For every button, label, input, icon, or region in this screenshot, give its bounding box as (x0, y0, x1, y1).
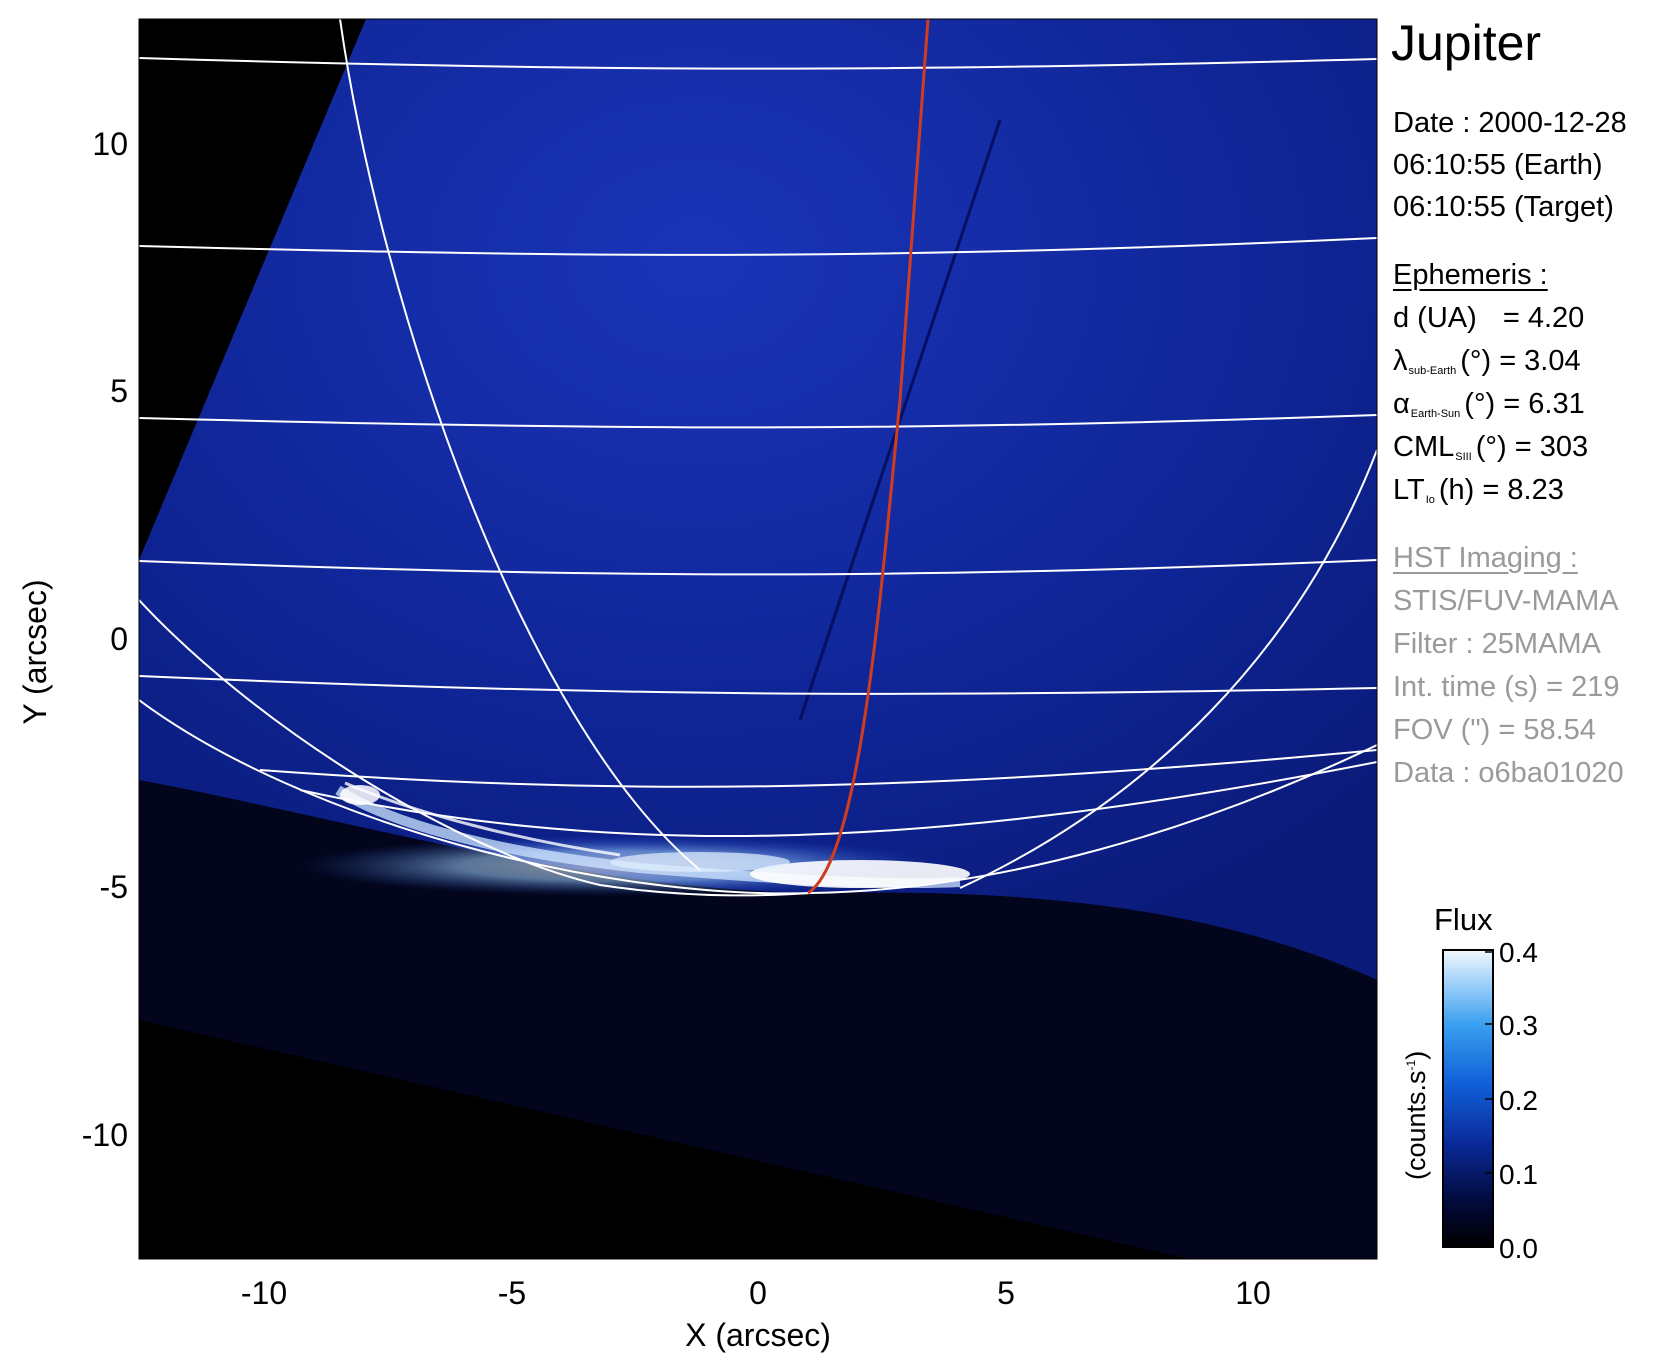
aurora-emission (300, 781, 970, 896)
colorbar-scale (1442, 949, 1494, 1248)
lambda-unit: (°) (1460, 345, 1492, 377)
colorbar-title: Flux (1434, 902, 1493, 937)
colorbar-unit-base: (counts.s (1401, 1070, 1431, 1180)
ephemeris-sub-earth-latitude: λsub-Earth (°) = 3.04 (1393, 340, 1581, 392)
date-line: Date : 2000-12-28 (1393, 107, 1627, 139)
ephemeris-phase-angle: αEarth-Sun (°) = 6.31 (1393, 383, 1585, 435)
x-axis: -10 -5 0 5 10 X (arcsec) (241, 1275, 1271, 1353)
ephemeris-header: Ephemeris : (1393, 259, 1548, 291)
y-tick-label: 10 (92, 126, 128, 162)
distance-value: = 4.20 (1502, 302, 1585, 334)
colorbar-tick: 0.1 (1499, 1159, 1538, 1190)
hst-instrument: STIS/FUV-MAMA (1393, 585, 1619, 617)
alpha-unit: (°) (1464, 388, 1496, 420)
x-tick-label: -5 (498, 1275, 526, 1311)
alpha-symbol: α (1393, 388, 1410, 420)
lambda-sub: sub-Earth (1408, 365, 1457, 377)
x-axis-label: X (arcsec) (685, 1317, 831, 1353)
colorbar-tick: 0.4 (1499, 937, 1538, 968)
hst-header: HST Imaging : (1393, 542, 1578, 574)
cml-sub: SIII (1455, 451, 1472, 463)
colorbar-tick: 0.0 (1499, 1233, 1538, 1264)
colorbar-unit-close: ) (1401, 1050, 1431, 1060)
x-tick-label: 0 (749, 1275, 767, 1311)
lambda-value: = 3.04 (1499, 345, 1581, 377)
hst-int-time: Int. time (s) = 219 (1393, 671, 1620, 703)
y-tick-label: -10 (82, 1117, 128, 1153)
alpha-value: = 6.31 (1503, 388, 1585, 420)
meridian-grid (139, 19, 1377, 897)
x-tick-label: 10 (1235, 1275, 1271, 1311)
colorbar-tick: 0.3 (1499, 1010, 1538, 1041)
colorbar: 0.0 0.1 0.2 0.3 0.4 (1442, 937, 1538, 1264)
y-tick-label: 5 (110, 373, 128, 409)
lambda-symbol: λ (1393, 345, 1408, 377)
hst-filter: Filter : 25MAMA (1393, 628, 1601, 660)
hst-fov: FOV (") = 58.54 (1393, 714, 1596, 746)
colorbar-unit: (counts.s-1) (1401, 1051, 1432, 1180)
y-axis: 10 5 0 -5 -10 Y (arcsec) (17, 126, 128, 1153)
hst-image (139, 19, 1377, 1259)
ephemeris-local-time: LTIo (h) = 8.23 (1393, 469, 1564, 521)
target-title: Jupiter (1391, 15, 1542, 71)
lt-sub: Io (1425, 494, 1435, 506)
cml-symbol: CML (1393, 431, 1455, 463)
cml-unit: (°) (1475, 431, 1507, 463)
io-footprint-line (807, 19, 930, 895)
lt-value: = 8.23 (1482, 474, 1564, 506)
cml-value: = 303 (1514, 431, 1589, 463)
x-tick-label: 5 (997, 1275, 1015, 1311)
latitude-grid (139, 57, 1377, 838)
lt-unit: (h) (1438, 474, 1475, 506)
colorbar-tick: 0.2 (1499, 1085, 1538, 1116)
ephemeris-distance: d (UA) = 4.20 (1393, 297, 1584, 339)
ephemeris-cml: CMLSIII (°) = 303 (1393, 426, 1588, 478)
colorbar-unit-sup: -1 (1404, 1059, 1418, 1071)
time-earth: 06:10:55 (Earth) (1393, 149, 1603, 181)
distance-label: d (UA) (1393, 302, 1477, 334)
x-tick-label: -10 (241, 1275, 287, 1311)
y-axis-label: Y (arcsec) (17, 579, 53, 724)
time-target: 06:10:55 (Target) (1393, 191, 1614, 223)
hst-data-id: Data : o6ba01020 (1393, 757, 1624, 789)
alpha-sub: Earth-Sun (1410, 408, 1461, 420)
y-tick-label: 0 (110, 621, 128, 657)
lt-symbol: LT (1393, 474, 1425, 506)
y-tick-label: -5 (100, 869, 128, 905)
